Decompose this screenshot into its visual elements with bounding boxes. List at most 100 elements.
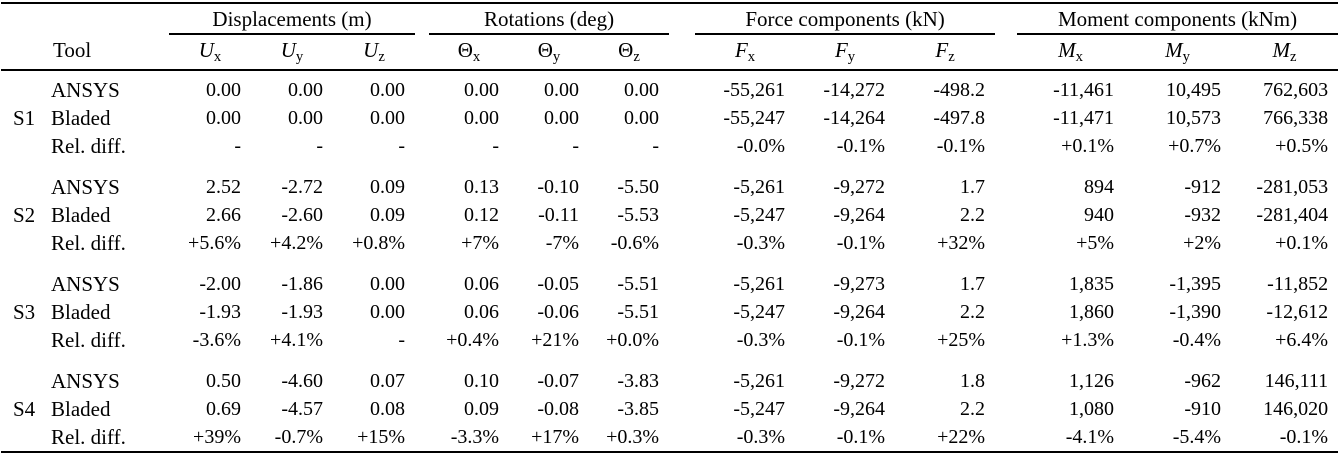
cell-value: -0.3% — [736, 425, 786, 448]
group-header-row: Displacements (m) Rotations (deg) Force co… — [1, 3, 1338, 36]
cell-value: 0.06 — [464, 300, 500, 323]
cell-value: -4.1% — [1065, 425, 1115, 448]
column-symbol-base: M — [1272, 38, 1291, 63]
cell-value: +22% — [937, 425, 986, 448]
row-tool-label: Rel. diff. — [51, 230, 126, 255]
section-label — [1, 229, 51, 257]
group-gap-cell — [995, 367, 1017, 395]
table-body: ANSYS 0.00 0.00 0.00 0.00 0.00 0.00 -55,261 -14,… — [1, 70, 1338, 452]
cell-value: -1,390 — [1169, 300, 1222, 323]
table-row: S2 Bladed 2.66 -2.60 0.09 0.12 -0.11 -5.53 -5,24… — [1, 201, 1338, 229]
cell-value: +32% — [937, 231, 986, 254]
column-symbol-base: M — [1058, 38, 1076, 63]
cell-value: +4.2% — [270, 231, 323, 254]
column-symbol-subscript: x — [213, 49, 222, 66]
cell-value: 0.08 — [370, 397, 406, 420]
column-header-u-z: Uz — [333, 34, 416, 72]
section-spacer-row — [1, 160, 1338, 173]
table-row: ANSYS 2.52 -2.72 0.09 0.13 -0.10 -5.50 -5,261 -9… — [1, 173, 1338, 201]
cell-value: -0.11 — [538, 203, 580, 226]
spacer-cell — [1, 354, 1338, 367]
cell-value: -3.3% — [450, 425, 500, 448]
cell-value: -9,273 — [833, 272, 886, 295]
cell-value: 2.52 — [206, 175, 241, 198]
cell-value: -9,272 — [833, 175, 886, 198]
cell-value: -2.60 — [281, 203, 323, 226]
cell-value: -9,264 — [833, 203, 886, 226]
column-symbol-subscript: y — [295, 49, 304, 66]
column-header-theta-z: Θz — [589, 34, 670, 72]
cell-value: -0.08 — [537, 397, 580, 420]
cell-value: 1,835 — [1069, 272, 1115, 295]
column-header-u-y: Uy — [251, 34, 333, 72]
cell-value: +0.5% — [1275, 134, 1329, 157]
group-gap-cell — [995, 173, 1017, 201]
cell-value: -4.60 — [281, 369, 323, 392]
group-gap-cell — [995, 395, 1017, 423]
cell-value: -5,261 — [733, 272, 786, 295]
cell-value: -0.3% — [736, 328, 786, 351]
group-gap-cell — [669, 201, 695, 229]
column-symbol-base: F — [734, 38, 748, 63]
column-symbol-subscript: z — [948, 49, 955, 66]
column-symbol-base: Θ — [537, 38, 553, 63]
cell-value: -11,852 — [1267, 272, 1329, 295]
group-gap-cell — [995, 229, 1017, 257]
cell-value: +7% — [461, 231, 500, 254]
group-header-3: Moment components (kNm) — [1017, 3, 1338, 36]
group-header-2: Force components (kN) — [695, 3, 996, 36]
cell-value: -3.83 — [617, 369, 660, 392]
cell-value: -5,247 — [733, 397, 786, 420]
cell-value: +0.1% — [1275, 231, 1329, 254]
cell-value: 0.00 — [370, 78, 406, 101]
table-head: Displacements (m) Rotations (deg) Force co… — [1, 3, 1338, 72]
cell-value: 146,020 — [1263, 397, 1329, 420]
table-row: S1 Bladed 0.00 0.00 0.00 0.00 0.00 0.00 -55,247 -… — [1, 104, 1338, 132]
column-symbol-subscript: x — [472, 49, 481, 66]
row-tool-label: Bladed — [51, 105, 111, 130]
cell-value: -5,247 — [733, 300, 786, 323]
cell-value: +2% — [1183, 231, 1222, 254]
cell-value: 0.00 — [370, 106, 406, 129]
cell-value: 0.00 — [464, 106, 500, 129]
cell-value: -2.72 — [281, 175, 323, 198]
tool-column-header: Tool — [51, 34, 169, 72]
cell-value: +25% — [937, 328, 986, 351]
column-header-f-z: Fz — [895, 34, 996, 72]
group-gap-cell — [995, 298, 1017, 326]
cell-value: +5.6% — [188, 231, 241, 254]
group-gap-cell — [669, 298, 695, 326]
column-header-m-z: Mz — [1231, 34, 1338, 72]
cell-value: -962 — [1184, 369, 1222, 392]
cell-value: -5.50 — [617, 175, 660, 198]
cell-value: +0.8% — [352, 231, 406, 254]
section-label — [1, 173, 51, 201]
column-symbol-base: F — [834, 38, 848, 63]
cell-value: -9,264 — [833, 397, 886, 420]
group-gap-cell — [415, 201, 429, 229]
section-label — [1, 423, 51, 452]
cell-value: 0.13 — [464, 175, 500, 198]
cell-value: -5,247 — [733, 203, 786, 226]
group-gap-cell — [415, 229, 429, 257]
cell-value: +0.1% — [1061, 134, 1115, 157]
cell-value: -12,612 — [1266, 300, 1329, 323]
cell-value: 0.00 — [370, 272, 406, 295]
cell-value: 0.00 — [544, 106, 580, 129]
cell-value: 0.00 — [288, 78, 323, 101]
cell-value: -281,053 — [1256, 175, 1329, 198]
group-gap-cell — [415, 298, 429, 326]
subheader-row: Tool Ux Uy Uz Θx Θy Θz Fx Fy Fz Mx My Mz — [1, 34, 1338, 72]
cell-value: -0.07 — [537, 369, 580, 392]
section-label: S4 — [13, 396, 36, 421]
cell-value: -497.8 — [933, 106, 986, 129]
cell-value: 0.09 — [370, 175, 406, 198]
cell-value: -5.51 — [617, 300, 660, 323]
group-gap-cell — [415, 70, 429, 104]
group-gap-cell — [995, 3, 1017, 34]
cell-value: 1.7 — [960, 175, 986, 198]
cell-value: - — [652, 134, 660, 157]
column-header-f-x: Fx — [695, 34, 796, 72]
cell-value: +17% — [531, 425, 580, 448]
